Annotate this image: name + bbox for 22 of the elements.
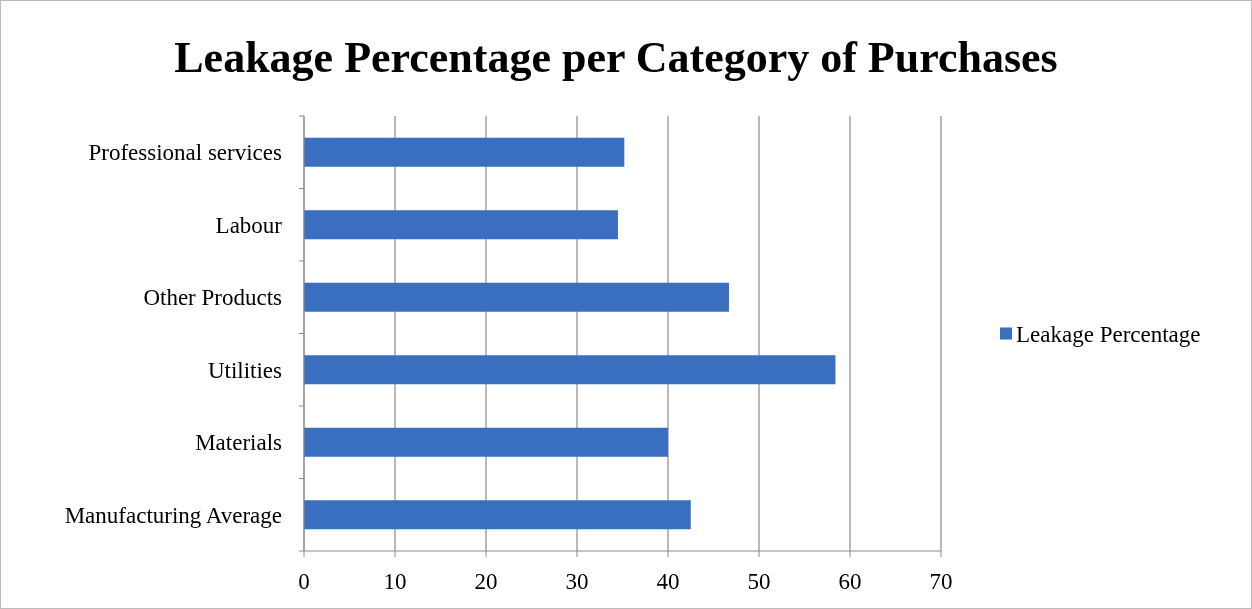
chart-title: Leakage Percentage per Category of Purchases	[174, 33, 1058, 82]
y-tick-label: Labour	[215, 212, 283, 238]
y-tick-label: Professional services	[88, 140, 283, 166]
bar	[304, 282, 729, 312]
x-tick-label: 10	[383, 569, 407, 594]
bar	[304, 427, 668, 457]
x-tick-label: 0	[298, 569, 310, 594]
x-tick-label: 70	[929, 569, 953, 594]
x-tick-label: 40	[656, 569, 680, 594]
x-tick-label: 30	[565, 569, 589, 594]
y-tick-label: Utilities	[207, 357, 283, 383]
x-tick-label: 60	[838, 569, 862, 594]
x-tick-label: 20	[474, 569, 498, 594]
y-tick-label: Materials	[195, 430, 283, 456]
bar	[304, 137, 625, 167]
y-tick-label: Other Products	[143, 285, 283, 311]
y-tick-label: Manufacturing Average	[64, 502, 282, 528]
bar	[304, 500, 691, 530]
bar	[304, 355, 836, 385]
legend-label: Leakage Percentage	[1016, 321, 1201, 347]
x-tick-label: 50	[747, 569, 771, 594]
bar	[304, 210, 618, 240]
